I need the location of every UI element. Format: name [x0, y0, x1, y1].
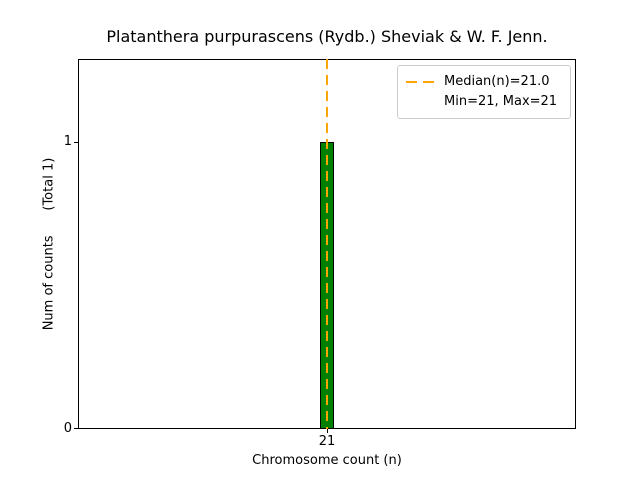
x-tick-mark: [326, 429, 328, 433]
ytick-label-0: 0: [63, 421, 72, 436]
median-line: [326, 59, 328, 429]
x-axis-label: Chromosome count (n): [252, 453, 402, 468]
y-tick-mark: [74, 142, 78, 144]
legend-label-median: Median(n)=21.0: [444, 74, 550, 89]
legend-entry-median: Median(n)=21.0: [406, 72, 562, 92]
xtick-label-21: 21: [318, 434, 336, 449]
median-dashed-line-icon: [406, 81, 436, 83]
ytick-label-1: 1: [63, 134, 72, 149]
y-tick-mark: [74, 428, 78, 429]
legend-box: Median(n)=21.0 Min=21, Max=21: [397, 65, 571, 119]
y-axis-label: Num of counts (Total 1): [41, 157, 57, 331]
chart-title: Platanthera purpurascens (Rydb.) Sheviak…: [106, 27, 548, 46]
legend-label-minmax: Min=21, Max=21: [444, 94, 558, 109]
